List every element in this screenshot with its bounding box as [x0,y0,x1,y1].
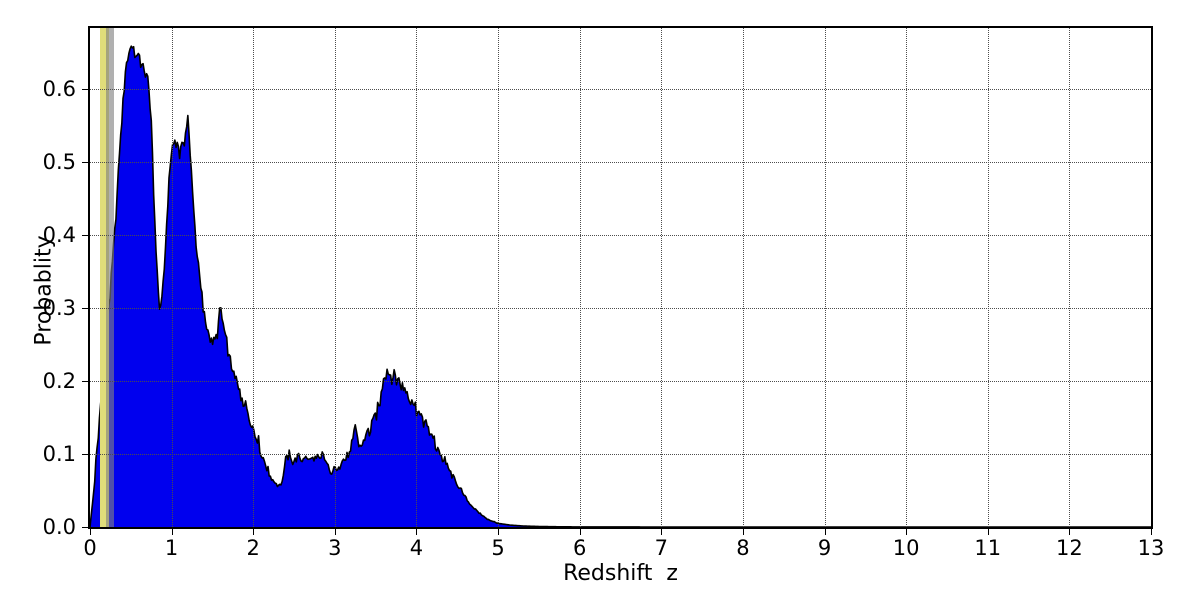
x-axis-tick-label: 1 [164,536,179,560]
x-axis-tick-label: 4 [409,536,424,560]
x-axis-tick-label: 6 [573,536,587,560]
x-axis-tick [498,529,500,535]
gridline-horizontal [90,454,1151,455]
gridline-vertical [661,28,663,527]
y-axis-tick [82,308,88,309]
x-axis-tick [661,529,663,535]
gridline-vertical [579,28,581,527]
highlight-band-yellow [100,28,110,527]
y-axis-tick [82,89,88,91]
gridline-horizontal [90,162,1151,164]
gridline-vertical [1069,28,1071,527]
y-axis-tick-label: 0.0 [42,515,76,539]
gridline-horizontal [90,235,1151,237]
x-axis-tick [90,529,91,535]
y-axis-tick-label: 0.3 [42,296,76,320]
x-axis-tick-label: 11 [974,536,1002,560]
x-axis-tick [171,529,173,535]
x-axis-tick-label: 3 [328,536,342,560]
x-axis-tick-label: 13 [1137,536,1165,560]
y-axis-tick [82,381,88,382]
x-axis-tick [579,529,581,535]
x-axis-tick-label: 2 [246,536,260,560]
x-axis-tick-label: 9 [817,536,832,560]
gridline-vertical [498,28,500,527]
x-axis-tick [1069,529,1071,535]
x-axis-tick [906,529,908,535]
gridline-vertical [742,28,744,527]
probability-distribution-curve [90,45,1151,527]
x-axis-tick [334,529,336,535]
plot-clip [90,28,1151,527]
y-axis-tick-label: 0.4 [42,223,76,248]
plot-area[interactable] [88,26,1153,529]
x-axis-tick [416,529,418,535]
x-axis-tick-label: 0 [83,536,97,560]
gridline-vertical [906,28,908,527]
x-axis-tick-label: 12 [1056,536,1083,560]
x-axis-tick [824,529,826,535]
gridline-vertical [824,28,826,527]
y-axis-tick [82,162,88,164]
x-axis-tick-label: 7 [654,536,668,560]
y-axis-tick [82,527,88,528]
y-axis-tick-label: 0.2 [42,369,76,393]
gridline-vertical [416,28,418,527]
curve-outline [90,45,1151,527]
y-axis-tick-label: 0.1 [42,442,76,466]
y-axis-tick [82,235,88,237]
highlight-band-gray [105,28,115,527]
x-axis-tick [253,529,255,535]
x-axis-tick-label: 10 [892,536,920,560]
x-axis-tick [987,529,989,535]
x-axis-tick [742,529,744,535]
gridline-horizontal [90,89,1151,91]
gridline-horizontal [90,308,1151,309]
x-axis-tick [1151,529,1152,535]
gridline-vertical [987,28,989,527]
x-axis-tick-label: 5 [491,536,505,560]
x-axis-label: Redshift z [563,561,678,586]
gridline-horizontal [90,381,1151,382]
gridline-vertical [334,28,336,527]
gridline-vertical [171,28,173,527]
y-axis-tick-label: 0.5 [42,150,76,175]
y-axis-tick-label: 0.6 [42,77,76,102]
x-axis-tick-label: 8 [736,536,750,560]
gridline-vertical [253,28,255,527]
curve-fill-area [90,46,1151,527]
y-axis-tick [82,454,88,455]
